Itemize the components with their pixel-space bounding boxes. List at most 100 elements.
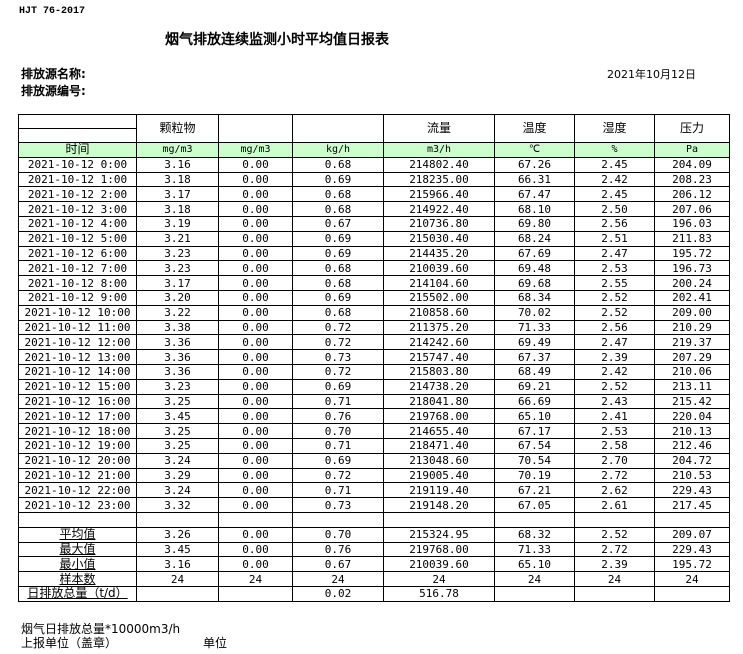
data-cell: 2.70 — [574, 452, 655, 469]
table-row: 2021-10-12 13:00 3.36 0.00 0.73 215747.40 67.… — [18, 349, 730, 365]
table-row: 2021-10-12 19:00 3.25 0.00 0.71 218471.40 67.… — [18, 437, 730, 454]
data-cell: 3.23 — [136, 260, 219, 277]
row-label-cell: 2021-10-12 10:00 — [18, 304, 137, 321]
table-row: 2021-10-12 18:00 3.25 0.00 0.70 214655.40 67.… — [18, 423, 730, 439]
data-cell: 0.73 — [292, 349, 384, 365]
data-cell: 210858.60 — [383, 304, 495, 321]
data-cell: 0.70 — [292, 526, 384, 543]
data-cell: 3.25 — [136, 393, 219, 410]
row-label-cell: 2021-10-12 1:00 — [18, 171, 137, 188]
data-cell: 215030.40 — [383, 230, 495, 247]
data-cell: 0.00 — [218, 467, 293, 484]
data-cell: 0.72 — [292, 319, 384, 336]
data-cell: 流量 — [383, 114, 495, 143]
data-cell: 2.55 — [574, 275, 655, 291]
row-label-cell: 2021-10-12 21:00 — [18, 467, 137, 484]
data-cell: 24 — [574, 571, 655, 587]
data-cell: 0.68 — [292, 275, 384, 291]
data-cell: 218041.80 — [383, 393, 495, 410]
data-cell: 24 — [218, 571, 293, 587]
data-cell: 2.42 — [574, 171, 655, 188]
empty-cell — [136, 511, 219, 528]
data-cell: 3.36 — [136, 349, 219, 365]
data-cell: 202.41 — [654, 289, 730, 306]
data-cell: 214738.20 — [383, 378, 495, 395]
table-row: 2021-10-12 12:00 3.36 0.00 0.72 214242.60 69.… — [18, 334, 730, 351]
data-cell: 2.51 — [574, 230, 655, 247]
row-label-cell: 样本数 — [18, 571, 137, 587]
table-row: 2021-10-12 14:00 3.36 0.00 0.72 215803.80 68.… — [18, 363, 730, 380]
data-cell: 3.36 — [136, 334, 219, 351]
data-cell: 2.58 — [574, 437, 655, 454]
page-title: 烟气排放连续监测小时平均值日报表 — [165, 32, 389, 48]
data-cell: 207.06 — [654, 201, 730, 217]
data-cell: 0.02 — [292, 585, 384, 602]
table-row: 2021-10-12 17:00 3.45 0.00 0.76 219768.00 65.… — [18, 408, 730, 425]
data-cell: 0.67 — [292, 556, 384, 573]
data-cell: 0.72 — [292, 363, 384, 380]
data-cell: 67.54 — [494, 437, 575, 454]
data-cell: 213048.60 — [383, 452, 495, 469]
data-cell: % — [574, 142, 655, 158]
data-cell: 214802.40 — [383, 156, 495, 173]
row-label-cell: 2021-10-12 22:00 — [18, 482, 137, 499]
data-cell: 69.21 — [494, 378, 575, 395]
report-date: 2021年10月12日 — [607, 68, 696, 81]
data-cell: 66.31 — [494, 171, 575, 188]
row-label-cell: 2021-10-12 17:00 — [18, 408, 137, 425]
data-cell: 210039.60 — [383, 260, 495, 277]
data-cell: 0.68 — [292, 156, 384, 173]
data-cell: 67.05 — [494, 497, 575, 513]
data-cell: 3.23 — [136, 245, 219, 262]
data-cell: 71.33 — [494, 319, 575, 336]
data-cell: 215324.95 — [383, 526, 495, 543]
table-row: 2021-10-12 16:00 3.25 0.00 0.71 218041.80 66.… — [18, 393, 730, 410]
data-cell — [218, 585, 293, 602]
data-cell: 3.26 — [136, 526, 219, 543]
data-cell: 70.02 — [494, 304, 575, 321]
data-cell: mg/m3 — [218, 142, 293, 158]
data-cell: 0.00 — [218, 319, 293, 336]
data-cell: 压力 — [654, 114, 730, 143]
data-cell: 湿度 — [574, 114, 655, 143]
data-cell: 0.67 — [292, 215, 384, 232]
data-cell: 69.48 — [494, 260, 575, 277]
data-cell: 195.72 — [654, 556, 730, 573]
data-cell: 66.69 — [494, 393, 575, 410]
row-label-cell: 2021-10-12 4:00 — [18, 215, 137, 232]
data-cell: 204.72 — [654, 452, 730, 469]
data-cell: 209.00 — [654, 304, 730, 321]
data-cell: 0.00 — [218, 186, 293, 203]
data-cell: 2.52 — [574, 304, 655, 321]
stats-row: 日排放总量（t/d） 0.02 516.78 — [18, 585, 730, 602]
table-row: 2021-10-12 0:00 3.16 0.00 0.68 214802.40 67.2… — [18, 156, 730, 173]
table-row: 2021-10-12 20:00 3.24 0.00 0.69 213048.60 70.… — [18, 452, 730, 469]
data-cell: 2.56 — [574, 215, 655, 232]
data-cell: 211375.20 — [383, 319, 495, 336]
data-cell: 71.33 — [494, 541, 575, 558]
row-label-cell: 2021-10-12 23:00 — [18, 497, 137, 513]
data-cell: 2.61 — [574, 497, 655, 513]
data-cell: 24 — [494, 571, 575, 587]
data-cell: 3.22 — [136, 304, 219, 321]
data-cell: 0.76 — [292, 541, 384, 558]
data-cell: 3.25 — [136, 437, 219, 454]
row-label-cell: 2021-10-12 14:00 — [18, 363, 137, 380]
empty-cell — [292, 511, 384, 528]
data-cell: 67.69 — [494, 245, 575, 262]
data-cell: 215502.00 — [383, 289, 495, 306]
data-cell: 2.72 — [574, 467, 655, 484]
data-cell: 0.00 — [218, 497, 293, 513]
data-cell: 3.16 — [136, 156, 219, 173]
data-cell: 0.69 — [292, 378, 384, 395]
data-cell: 209.07 — [654, 526, 730, 543]
row-label-cell: 2021-10-12 12:00 — [18, 334, 137, 351]
row-label-cell: 2021-10-12 13:00 — [18, 349, 137, 365]
data-cell: 0.71 — [292, 393, 384, 410]
data-cell: 3.24 — [136, 452, 219, 469]
data-cell: 69.80 — [494, 215, 575, 232]
data-cell: 0.00 — [218, 393, 293, 410]
data-cell: 2.62 — [574, 482, 655, 499]
data-cell — [292, 114, 384, 143]
data-cell: 24 — [292, 571, 384, 587]
